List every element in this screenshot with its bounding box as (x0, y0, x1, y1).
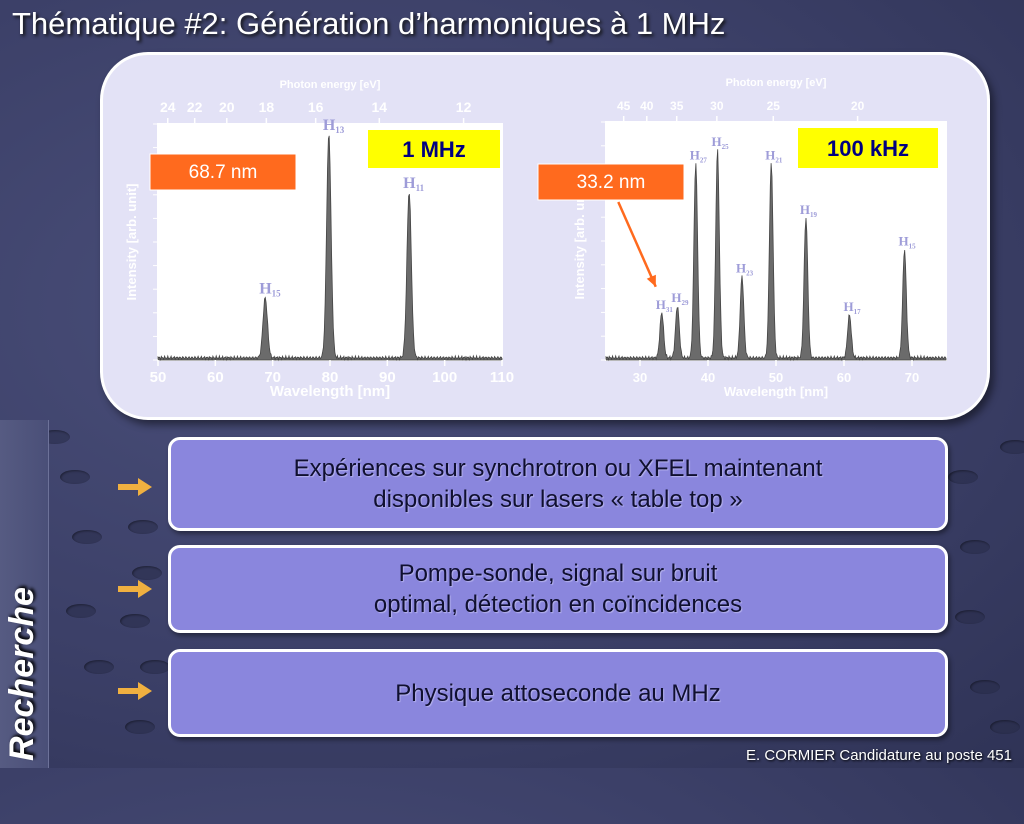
arrow-right-icon (118, 580, 152, 598)
harmonic-label: H23 (736, 261, 754, 278)
callout-box (537, 163, 685, 201)
top-tick-label: 45 (617, 99, 631, 113)
x-tick-label: 90 (379, 369, 396, 386)
rep-rate-box (368, 130, 500, 168)
spectrum-chart-1mhz: H15 H13 H11 50 60 70 80 90 100 110 Wavelength [nm]… (124, 79, 514, 400)
rep-rate-label: 1 MHz (402, 137, 466, 162)
sidebar-strip (0, 420, 49, 768)
y-axis-title: Intensity [arb. unit] (124, 184, 139, 301)
top-tick-label: 18 (259, 99, 275, 115)
arrow-right-icon (118, 682, 152, 700)
harmonic-label: H21 (765, 148, 783, 165)
x-tick-label: 70 (905, 370, 919, 385)
x-tick-label: 40 (701, 370, 715, 385)
top-tick-label: 30 (710, 99, 724, 113)
top-tick-label: 25 (767, 99, 781, 113)
callout-label: 68.7 nm (189, 162, 258, 183)
callout-arrow (221, 191, 261, 273)
spectrum-trace (157, 135, 503, 362)
callout-label: 33.2 nm (577, 172, 646, 193)
top-tick-label: 12 (456, 99, 472, 115)
x-axis-title: Wavelength [nm] (270, 383, 390, 400)
arrow-right-icon (118, 478, 152, 496)
x-tick-label: 80 (322, 369, 339, 386)
top-tick-label: 40 (640, 99, 654, 113)
harmonic-label: H15 (899, 234, 917, 251)
bullet-box: Expériences sur synchrotron ou XFEL main… (168, 437, 948, 531)
top-axis-title: Photon energy [eV] (726, 77, 827, 89)
harmonic-label: H15 (259, 281, 281, 299)
bullet-text: Physique attoseconde au MHz (395, 679, 721, 707)
x-tick-label: 110 (490, 369, 514, 386)
rep-rate-box (798, 128, 938, 168)
harmonic-label: H31 (656, 297, 674, 314)
top-tick-label: 20 (851, 99, 865, 113)
top-axis-title: Photon energy [eV] (280, 79, 381, 91)
x-tick-label: 60 (837, 370, 851, 385)
harmonic-label: H11 (403, 175, 424, 193)
top-tick-label: 22 (187, 99, 203, 115)
x-tick-label: 50 (150, 369, 167, 386)
bullet-box: Pompe-sonde, signal sur bruit optimal, d… (168, 545, 948, 633)
bullet-text: Pompe-sonde, signal sur bruit optimal, d… (373, 560, 743, 618)
bullet-box: Physique attoseconde au MHz (168, 649, 948, 737)
x-tick-label: 50 (769, 370, 783, 385)
harmonic-label: H17 (843, 299, 861, 316)
x-tick-label: 70 (264, 369, 281, 386)
x-tick-label: 60 (207, 369, 224, 386)
harmonic-label: H27 (690, 148, 708, 165)
x-tick-label: 30 (633, 370, 647, 385)
bullet-text: Expériences sur synchrotron ou XFEL main… (293, 455, 823, 513)
spectrum-trace (605, 149, 947, 362)
callout-arrowhead (250, 259, 260, 272)
x-tick-label: 100 (432, 369, 457, 386)
top-tick-label: 14 (372, 99, 388, 115)
harmonic-label: H25 (712, 134, 730, 151)
rep-rate-label: 100 kHz (827, 136, 909, 161)
callout-box (149, 153, 297, 191)
y-axis-title: Intensity [arb. unit] (572, 183, 587, 300)
top-tick-label: 35 (670, 99, 684, 113)
callout-arrow (617, 201, 657, 288)
section-label: Recherche (3, 587, 41, 761)
harmonic-label: H29 (671, 290, 689, 307)
top-tick-label: 20 (219, 99, 235, 115)
slide-title: Thématique #2: Génération d’harmoniques … (12, 6, 726, 41)
harmonic-label: H13 (323, 117, 345, 135)
harmonic-label: H19 (800, 202, 818, 219)
callout-arrowhead (646, 274, 656, 287)
top-tick-label: 24 (160, 99, 176, 115)
top-tick-label: 16 (308, 99, 324, 115)
x-axis-title: Wavelength [nm] (724, 384, 828, 399)
footer-credit: E. CORMIER Candidature au poste 451 (746, 747, 1012, 764)
